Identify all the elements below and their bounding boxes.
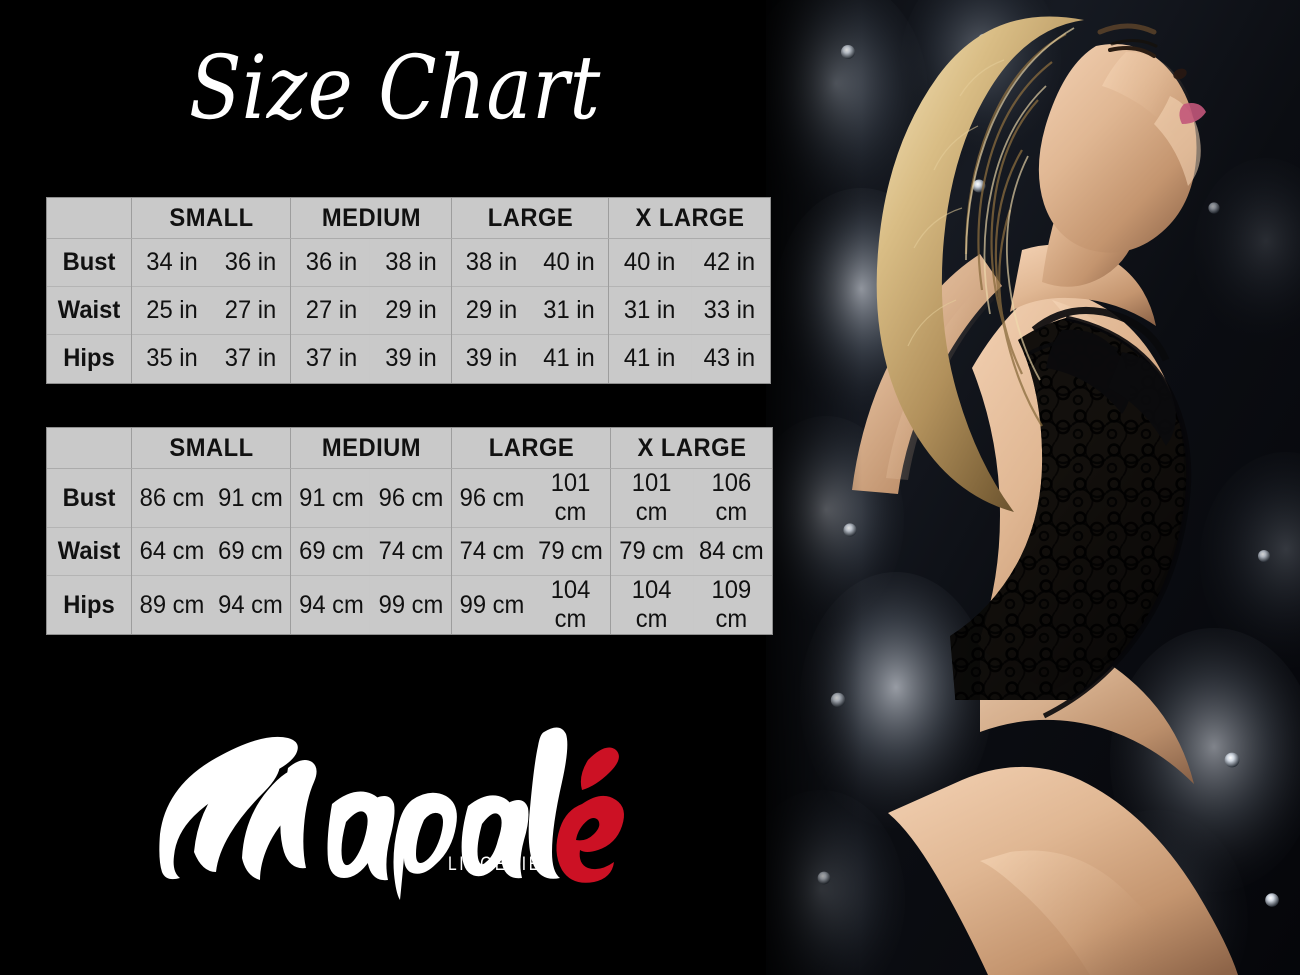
size-header-medium: MEDIUM [294, 428, 448, 469]
cell-waist-large-max: 79 cm [532, 527, 609, 576]
table-row: Waist 25 in 27 in 27 in 29 in 29 in 31 i… [47, 286, 770, 335]
cell-hips-medium-min: 37 in [292, 334, 369, 383]
cell-bust-xlarge-max: 42 in [691, 238, 768, 287]
cell-waist-small-min: 64 cm [133, 527, 210, 576]
cell-hips-small-min: 35 in [133, 334, 210, 383]
table-row: Bust 86 cm 91 cm 91 cm 96 cm 96 cm 101 c… [47, 468, 772, 528]
row-label-bust: Bust [49, 238, 130, 287]
page-title: Size Chart [188, 36, 602, 139]
table-corner-cell [49, 198, 130, 239]
row-label-bust: Bust [49, 468, 130, 528]
cell-bust-medium-min: 91 cm [292, 468, 369, 528]
size-header-x-large: X LARGE [612, 198, 766, 239]
cell-hips-large-max: 104 cm [532, 575, 609, 634]
cell-bust-medium-max: 96 cm [373, 468, 450, 528]
cell-bust-small-max: 36 in [212, 238, 289, 287]
cell-waist-xlarge-max: 33 in [691, 286, 768, 335]
cell-waist-xlarge-min: 31 in [610, 286, 688, 335]
model-photo [766, 0, 1300, 975]
cell-hips-small-max: 37 in [212, 334, 289, 383]
brand-tagline: LINGERIE [448, 854, 542, 875]
brand-logo: LINGERIE [150, 706, 624, 900]
table-row: Waist 64 cm 69 cm 69 cm 74 cm 74 cm 79 c… [47, 527, 772, 576]
cell-hips-xlarge-min: 104 cm [612, 575, 690, 634]
size-header-x-large: X LARGE [614, 428, 768, 469]
table-row: Hips 89 cm 94 cm 94 cm 99 cm 99 cm 104 c… [47, 575, 772, 634]
size-table-centimeters: SMALL MEDIUM LARGE X LARGE Bust 86 cm 91… [47, 428, 772, 634]
row-label-waist: Waist [49, 527, 130, 576]
cell-bust-small-min: 86 cm [133, 468, 210, 528]
cell-waist-medium-max: 29 in [373, 286, 450, 335]
cell-bust-large-max: 40 in [531, 238, 607, 287]
size-header-large: LARGE [454, 198, 605, 239]
cell-bust-large-min: 96 cm [453, 468, 530, 528]
cell-hips-medium-max: 39 in [373, 334, 450, 383]
cell-waist-small-max: 69 cm [212, 527, 289, 576]
cell-waist-medium-max: 74 cm [373, 527, 450, 576]
cell-bust-large-max: 101 cm [532, 468, 609, 528]
cell-bust-xlarge-min: 40 in [610, 238, 688, 287]
cell-hips-medium-min: 94 cm [292, 575, 369, 634]
cell-waist-large-max: 31 in [531, 286, 607, 335]
cell-hips-xlarge-max: 109 cm [693, 575, 770, 634]
cell-waist-small-max: 27 in [212, 286, 289, 335]
cell-bust-small-min: 34 in [133, 238, 210, 287]
row-label-hips: Hips [49, 575, 130, 634]
cell-hips-medium-max: 99 cm [373, 575, 450, 634]
cell-hips-large-min: 99 cm [453, 575, 530, 634]
table-corner-cell [49, 428, 130, 469]
size-table-inches: SMALL MEDIUM LARGE X LARGE Bust 34 in 36… [47, 198, 770, 383]
cell-waist-xlarge-min: 79 cm [612, 527, 690, 576]
cell-hips-small-min: 89 cm [133, 575, 210, 634]
cell-hips-large-min: 39 in [452, 334, 529, 383]
cell-bust-medium-max: 38 in [373, 238, 450, 287]
cell-bust-large-min: 38 in [452, 238, 529, 287]
cell-hips-xlarge-min: 41 in [610, 334, 688, 383]
cell-waist-medium-min: 69 cm [292, 527, 369, 576]
size-header-large: LARGE [455, 428, 607, 469]
table-row: Hips 35 in 37 in 37 in 39 in 39 in 41 in… [47, 334, 770, 383]
cell-hips-large-max: 41 in [531, 334, 607, 383]
cell-bust-xlarge-min: 101 cm [612, 468, 690, 528]
cell-hips-small-max: 94 cm [212, 575, 289, 634]
cell-bust-xlarge-max: 106 cm [693, 468, 770, 528]
cell-bust-medium-min: 36 in [292, 238, 369, 287]
size-header-small: SMALL [135, 428, 287, 469]
row-label-hips: Hips [49, 334, 130, 383]
cell-hips-xlarge-max: 43 in [691, 334, 768, 383]
size-header-medium: MEDIUM [294, 198, 448, 239]
size-header-small: SMALL [135, 198, 287, 239]
table-header-row: SMALL MEDIUM LARGE X LARGE [47, 198, 770, 239]
cell-waist-medium-min: 27 in [292, 286, 369, 335]
table-row: Bust 34 in 36 in 36 in 38 in 38 in 40 in… [47, 238, 770, 287]
cell-waist-large-min: 29 in [452, 286, 529, 335]
cell-waist-large-min: 74 cm [453, 527, 530, 576]
cell-waist-small-min: 25 in [133, 286, 210, 335]
cell-bust-small-max: 91 cm [212, 468, 289, 528]
cell-waist-xlarge-max: 84 cm [693, 527, 770, 576]
row-label-waist: Waist [49, 286, 130, 335]
table-header-row: SMALL MEDIUM LARGE X LARGE [47, 428, 772, 469]
